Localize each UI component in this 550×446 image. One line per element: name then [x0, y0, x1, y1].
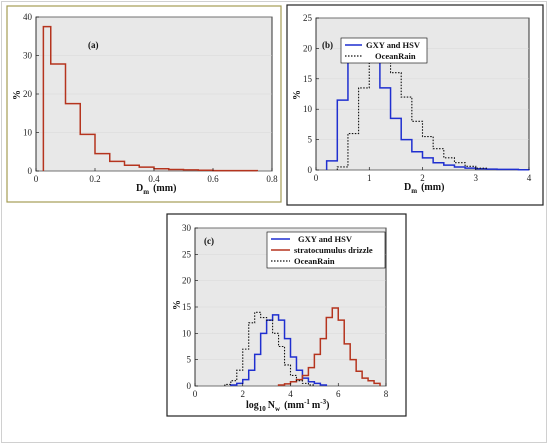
x-tick-label: 0.4 — [148, 174, 160, 184]
x-tick-label: 2 — [241, 389, 246, 399]
legend-label-oceanrain: OceanRain — [375, 51, 416, 61]
x-tick-label: 0.8 — [266, 174, 278, 184]
x-axis-label-main: D — [136, 183, 143, 194]
x-axis-label-rest-sub: w — [275, 405, 281, 413]
legend-label-stratocumulus: stratocumulus drizzle — [294, 245, 373, 255]
y-tick-label: 0 — [187, 381, 192, 391]
x-axis-label-unit-mid: m — [312, 400, 321, 411]
x-axis-label: Dm (mm) — [404, 182, 444, 195]
y-tick-label: 0 — [308, 165, 313, 175]
x-axis-label-rest: N — [268, 400, 276, 411]
legend: GXY and HSV stratocumulus drizzle OceanR… — [266, 231, 386, 269]
x-tick-label: 0.6 — [207, 174, 219, 184]
y-tick-label: 15 — [303, 74, 313, 84]
x-axis-label-unit-sup1: -1 — [304, 398, 310, 406]
y-tick-label: 25 — [182, 249, 192, 259]
x-tick-label: 1 — [367, 173, 372, 183]
histogram-series-stratocumulus-drizzle — [277, 307, 381, 386]
legend: GXY and HSV OceanRain — [340, 37, 428, 64]
panel-label: (b) — [322, 40, 333, 50]
x-tick-label: 3 — [474, 173, 479, 183]
y-tick-label: 30 — [182, 223, 192, 233]
y-tick-label: 5 — [308, 135, 313, 145]
x-axis-label-main: log — [246, 400, 259, 411]
y-tick-label: 0 — [28, 166, 33, 176]
x-axis-label-unit: (mm) — [421, 182, 444, 193]
y-tick-label: 10 — [23, 128, 33, 138]
x-tick-label: 0 — [34, 174, 39, 184]
x-tick-label: 0 — [314, 173, 319, 183]
x-tick-label: 4 — [527, 173, 532, 183]
x-tick-label: 0 — [193, 389, 198, 399]
series-layer — [224, 307, 381, 386]
y-tick-label: 5 — [187, 355, 192, 365]
x-tick-label: 4 — [288, 389, 293, 399]
legend-box — [340, 37, 428, 64]
gridlines — [36, 16, 272, 172]
y-tick-label: 20 — [303, 43, 313, 53]
histogram-series-oceanrain — [224, 311, 315, 386]
x-axis-label-main: D — [404, 182, 411, 193]
x-tick-label: 0.2 — [89, 174, 100, 184]
y-tick-label: 20 — [182, 276, 192, 286]
x-tick-label: 8 — [384, 389, 389, 399]
x-tick-label: 2 — [420, 173, 425, 183]
legend-label-gxy-hsv: GXY and HSV — [366, 40, 421, 50]
x-axis-label: Dm (mm) — [136, 183, 176, 196]
panel-label: (c) — [204, 236, 214, 246]
y-axis-label: % — [12, 90, 23, 100]
panel-frame — [286, 4, 544, 206]
x-tick-labels: 0 2 4 6 8 — [193, 383, 389, 399]
y-tick-label: 10 — [303, 104, 313, 114]
y-tick-label: 40 — [23, 12, 33, 22]
legend-label-gxy-hsv: GXY and HSV — [298, 234, 353, 244]
panel-frame — [6, 5, 282, 203]
x-axis-label-sub: m — [411, 187, 417, 195]
x-axis-label: log10 Nw (mm-1 m-3) — [246, 398, 329, 413]
y-axis-label: % — [292, 90, 303, 100]
y-tick-label: 20 — [23, 89, 33, 99]
y-tick-label: 10 — [182, 328, 192, 338]
panel-frame — [166, 213, 407, 417]
x-axis-label-sub: 10 — [259, 405, 267, 413]
legend-label-oceanrain: OceanRain — [294, 256, 335, 266]
x-axis-label-sub: m — [143, 188, 149, 196]
x-tick-label: 6 — [336, 389, 341, 399]
x-tick-labels: 0 0.2 0.4 0.6 0.8 — [34, 168, 278, 184]
x-tick-labels: 0 1 2 3 4 — [314, 167, 532, 183]
x-axis-label-unit-sup2: -3 — [320, 398, 326, 406]
y-tick-labels: 0 5 10 15 20 25 — [303, 13, 319, 175]
panel-label: (a) — [88, 40, 99, 50]
y-tick-labels: 0 10 20 30 40 — [23, 12, 39, 176]
y-tick-label: 25 — [303, 13, 313, 23]
x-axis-label-unit-post: ) — [326, 400, 329, 411]
y-tick-label: 30 — [23, 51, 33, 61]
x-axis-label-unit: (mm) — [153, 183, 176, 194]
y-tick-label: 15 — [182, 302, 192, 312]
x-axis-label-unit-pre: (mm — [284, 400, 305, 411]
histogram-series-gxy-and-hsv — [230, 314, 328, 386]
y-axis-label: % — [172, 300, 183, 310]
y-tick-labels: 0 5 10 15 20 25 30 — [182, 223, 198, 391]
